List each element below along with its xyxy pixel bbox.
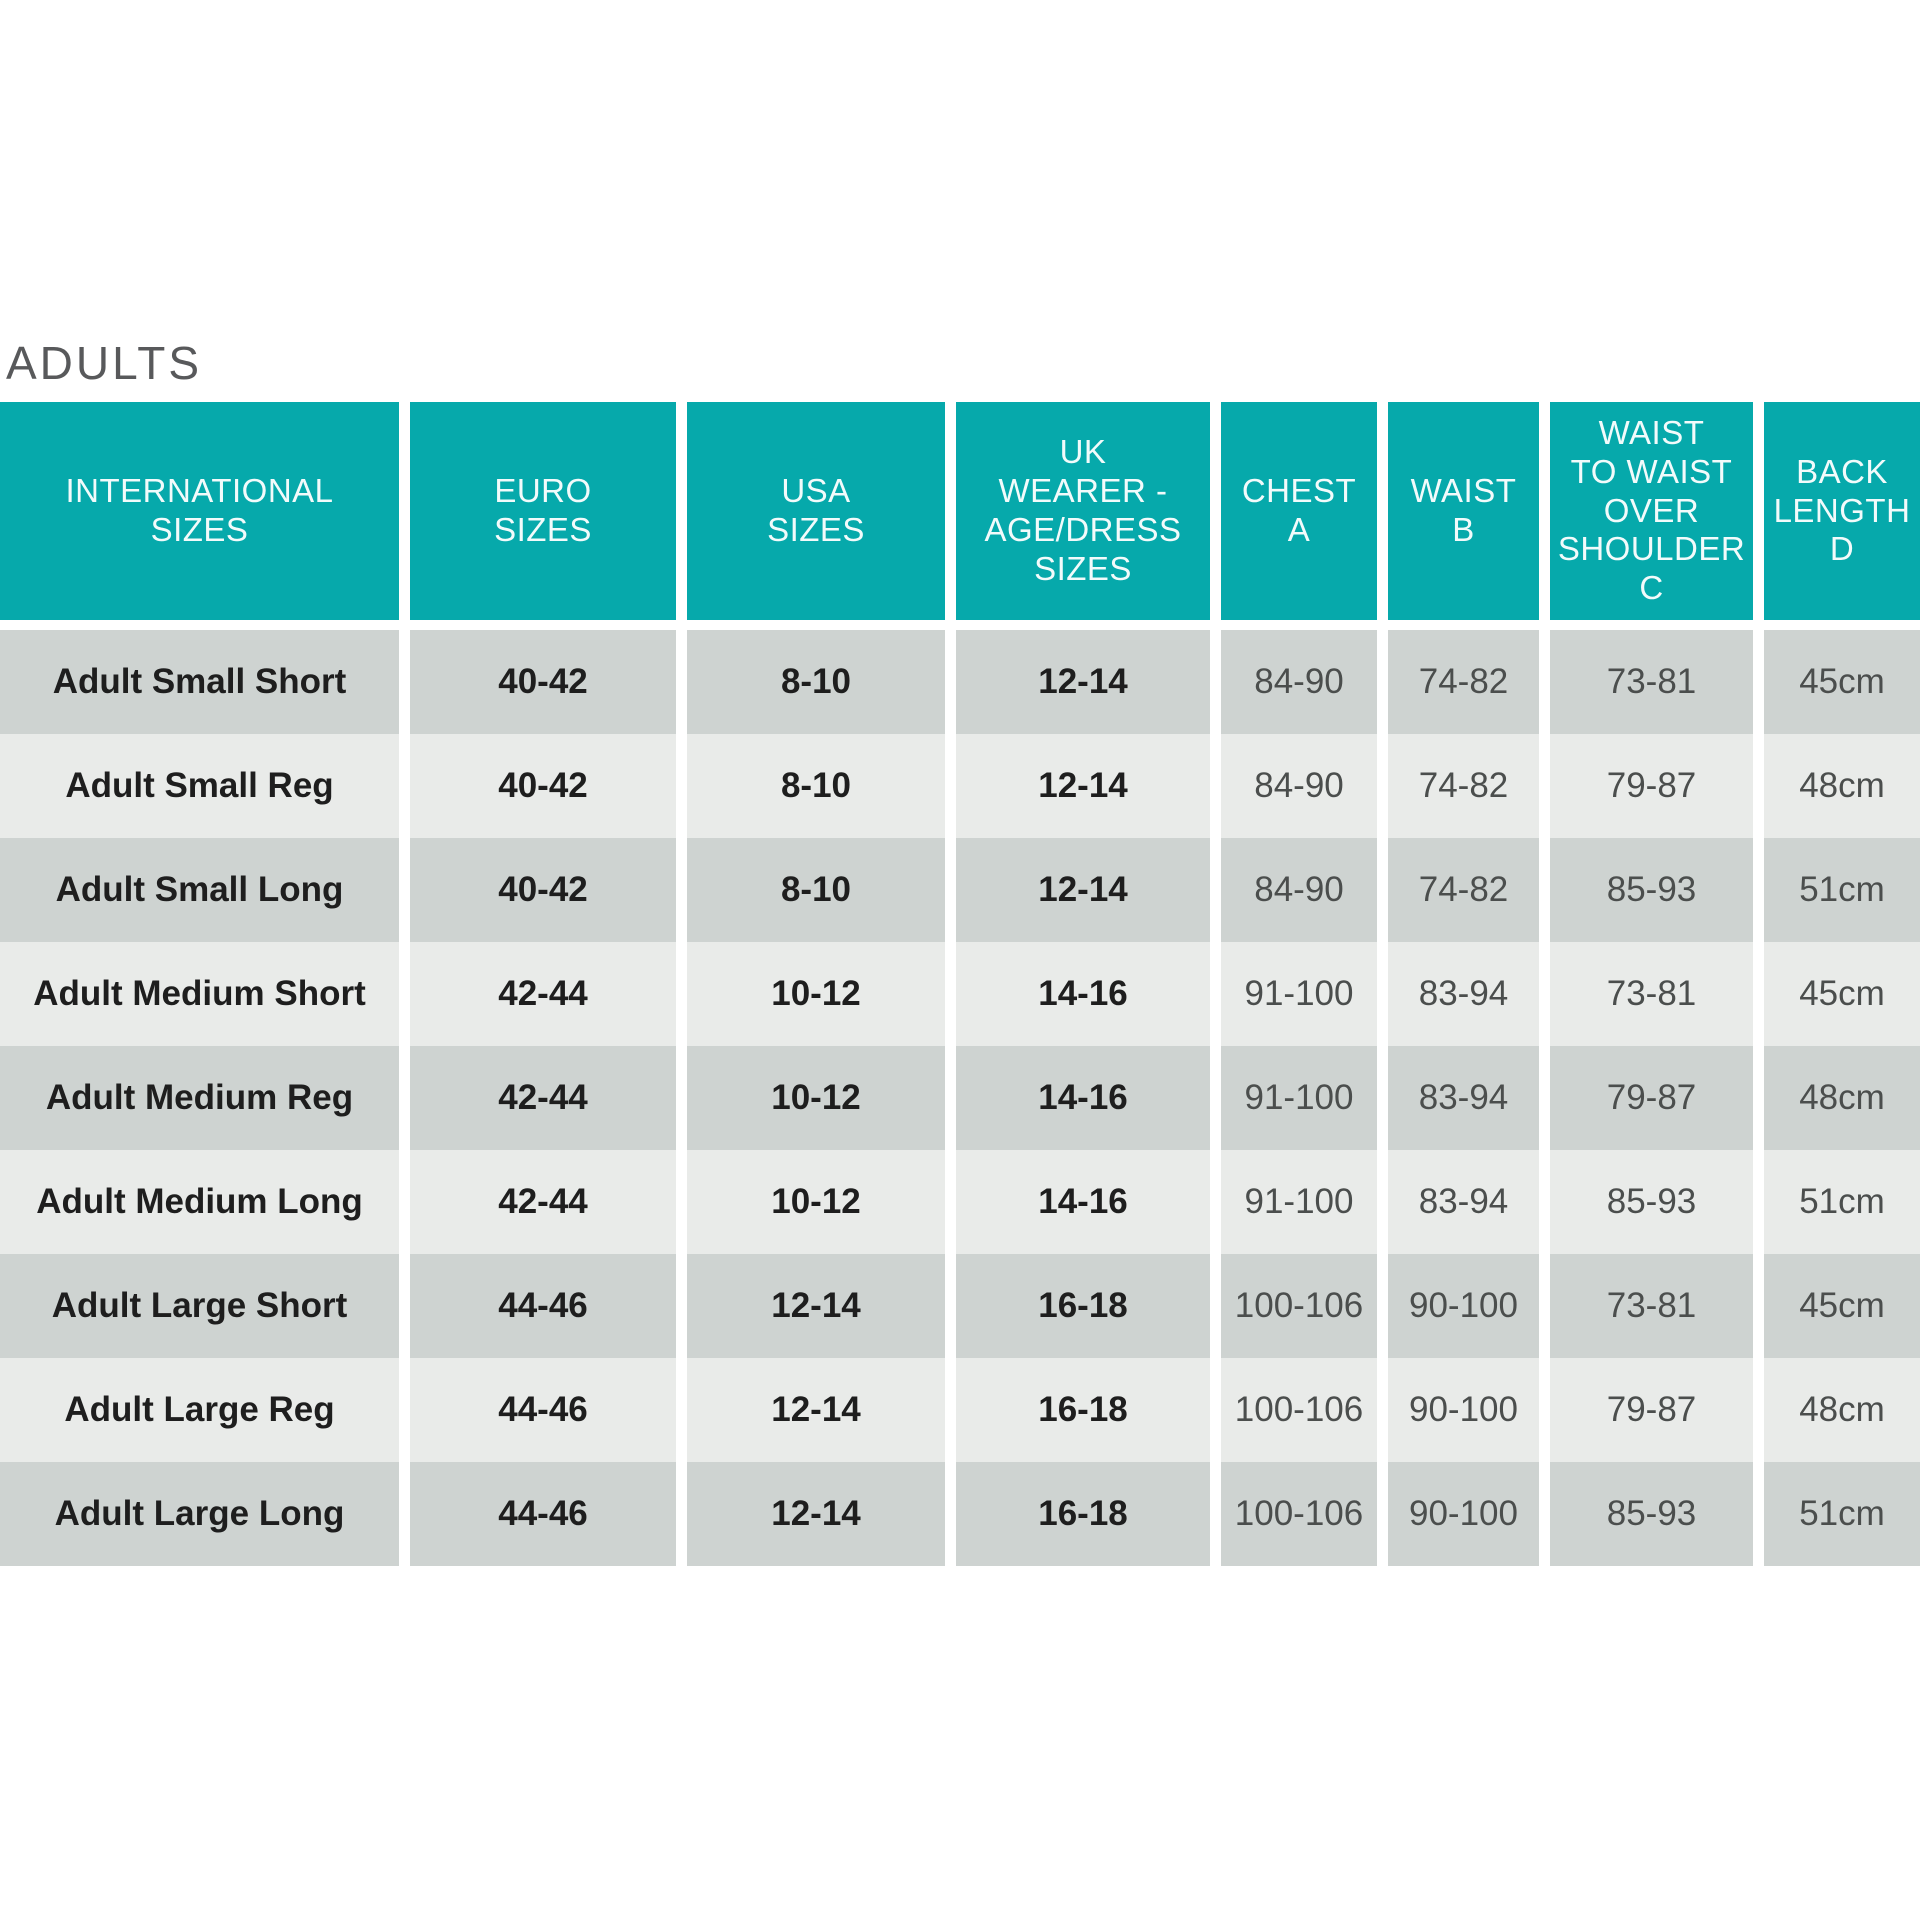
euro-size-cell: 44-46 [410,1254,687,1358]
col-header-euro-sizes: EURO SIZES [410,402,687,630]
euro-size-cell: 44-46 [410,1462,687,1566]
back-length-cell: 48cm [1764,1358,1920,1462]
table-row: Adult Large Reg 44-46 12-14 16-18 100-10… [0,1358,1920,1462]
waist-cell: 90-100 [1388,1462,1550,1566]
table-row: Adult Small Reg 40-42 8-10 12-14 84-90 7… [0,734,1920,838]
back-length-cell: 51cm [1764,1150,1920,1254]
euro-size-cell: 42-44 [410,942,687,1046]
chest-cell: 84-90 [1221,630,1388,734]
waist-to-waist-cell: 85-93 [1550,838,1764,942]
waist-to-waist-cell: 85-93 [1550,1150,1764,1254]
usa-size-cell: 10-12 [687,942,956,1046]
uk-size-cell: 12-14 [956,734,1221,838]
uk-size-cell: 16-18 [956,1358,1221,1462]
euro-size-cell: 40-42 [410,630,687,734]
chest-cell: 100-106 [1221,1358,1388,1462]
chest-cell: 84-90 [1221,838,1388,942]
uk-size-cell: 14-16 [956,942,1221,1046]
usa-size-cell: 12-14 [687,1462,956,1566]
intl-size-cell: Adult Small Long [0,838,410,942]
col-header-back-length-d: BACK LENGTH D [1764,402,1920,630]
back-length-cell: 45cm [1764,630,1920,734]
chest-cell: 91-100 [1221,1150,1388,1254]
back-length-cell: 51cm [1764,838,1920,942]
table-row: Adult Large Long 44-46 12-14 16-18 100-1… [0,1462,1920,1566]
back-length-cell: 51cm [1764,1462,1920,1566]
waist-cell: 83-94 [1388,1150,1550,1254]
uk-size-cell: 16-18 [956,1462,1221,1566]
waist-to-waist-cell: 73-81 [1550,630,1764,734]
adult-size-chart-table: INTERNATIONAL SIZES EURO SIZES USA SIZES… [0,402,1920,1566]
waist-cell: 90-100 [1388,1254,1550,1358]
waist-cell: 83-94 [1388,1046,1550,1150]
table-row: Adult Small Short 40-42 8-10 12-14 84-90… [0,630,1920,734]
table-row: Adult Large Short 44-46 12-14 16-18 100-… [0,1254,1920,1358]
waist-cell: 74-82 [1388,838,1550,942]
chest-cell: 84-90 [1221,734,1388,838]
intl-size-cell: Adult Medium Long [0,1150,410,1254]
euro-size-cell: 44-46 [410,1358,687,1462]
euro-size-cell: 42-44 [410,1046,687,1150]
chest-cell: 100-106 [1221,1254,1388,1358]
page-title: ADULTS [6,337,203,389]
chest-cell: 91-100 [1221,942,1388,1046]
uk-size-cell: 14-16 [956,1046,1221,1150]
waist-cell: 90-100 [1388,1358,1550,1462]
intl-size-cell: Adult Large Reg [0,1358,410,1462]
col-header-usa-sizes: USA SIZES [687,402,956,630]
waist-cell: 74-82 [1388,630,1550,734]
waist-to-waist-cell: 85-93 [1550,1462,1764,1566]
waist-to-waist-cell: 79-87 [1550,1358,1764,1462]
table-row: Adult Medium Long 42-44 10-12 14-16 91-1… [0,1150,1920,1254]
uk-size-cell: 12-14 [956,630,1221,734]
back-length-cell: 45cm [1764,942,1920,1046]
waist-to-waist-cell: 79-87 [1550,1046,1764,1150]
usa-size-cell: 10-12 [687,1046,956,1150]
waist-to-waist-cell: 73-81 [1550,942,1764,1046]
euro-size-cell: 40-42 [410,838,687,942]
back-length-cell: 48cm [1764,1046,1920,1150]
euro-size-cell: 42-44 [410,1150,687,1254]
uk-size-cell: 16-18 [956,1254,1221,1358]
usa-size-cell: 12-14 [687,1358,956,1462]
usa-size-cell: 12-14 [687,1254,956,1358]
euro-size-cell: 40-42 [410,734,687,838]
uk-size-cell: 14-16 [956,1150,1221,1254]
usa-size-cell: 8-10 [687,734,956,838]
table-row: Adult Medium Reg 42-44 10-12 14-16 91-10… [0,1046,1920,1150]
chest-cell: 100-106 [1221,1462,1388,1566]
intl-size-cell: Adult Large Short [0,1254,410,1358]
col-header-uk-wearer-sizes: UK WEARER - AGE/DRESS SIZES [956,402,1221,630]
header-row: INTERNATIONAL SIZES EURO SIZES USA SIZES… [0,402,1920,630]
usa-size-cell: 8-10 [687,838,956,942]
intl-size-cell: Adult Medium Short [0,942,410,1046]
col-header-chest-a: CHEST A [1221,402,1388,630]
usa-size-cell: 8-10 [687,630,956,734]
back-length-cell: 48cm [1764,734,1920,838]
col-header-waist-to-waist-c: WAIST TO WAIST OVER SHOULDER C [1550,402,1764,630]
chest-cell: 91-100 [1221,1046,1388,1150]
back-length-cell: 45cm [1764,1254,1920,1358]
intl-size-cell: Adult Medium Reg [0,1046,410,1150]
waist-cell: 83-94 [1388,942,1550,1046]
waist-to-waist-cell: 79-87 [1550,734,1764,838]
table-row: Adult Small Long 40-42 8-10 12-14 84-90 … [0,838,1920,942]
usa-size-cell: 10-12 [687,1150,956,1254]
col-header-international-sizes: INTERNATIONAL SIZES [0,402,410,630]
intl-size-cell: Adult Large Long [0,1462,410,1566]
table-row: Adult Medium Short 42-44 10-12 14-16 91-… [0,942,1920,1046]
waist-cell: 74-82 [1388,734,1550,838]
intl-size-cell: Adult Small Short [0,630,410,734]
waist-to-waist-cell: 73-81 [1550,1254,1764,1358]
intl-size-cell: Adult Small Reg [0,734,410,838]
uk-size-cell: 12-14 [956,838,1221,942]
col-header-waist-b: WAIST B [1388,402,1550,630]
